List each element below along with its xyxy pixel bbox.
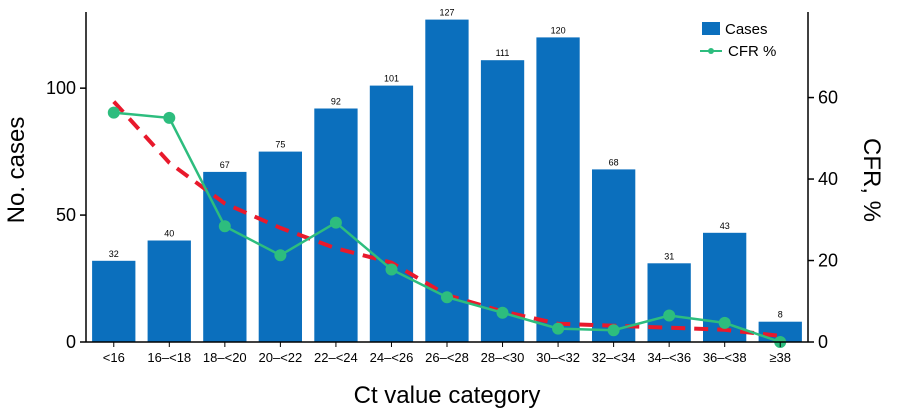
y-tick-label-2: 100 — [46, 78, 76, 98]
legend: Cases CFR % — [700, 21, 776, 60]
legend-cases-swatch — [702, 22, 720, 35]
x-tick-label-7: 28–<30 — [481, 350, 525, 365]
x-tick-label-8: 30–<32 — [536, 350, 580, 365]
bar-label-7: 111 — [496, 48, 510, 58]
legend-cfr-marker — [708, 48, 714, 54]
cfr-point-4 — [329, 216, 342, 229]
y2-tick-label-1: 20 — [818, 251, 838, 271]
bar-label-11: 43 — [720, 221, 730, 231]
y-axis-title: No. cases — [3, 117, 30, 224]
ticks-group: 0 50 100 0 20 40 60 <16 16–<18 18–<20 20–<22 22–<24… — [46, 78, 838, 365]
bar-label-0: 32 — [109, 249, 119, 259]
x-tick-label-11: 36–<38 — [703, 350, 747, 365]
bar-7 — [480, 60, 525, 342]
x-tick-label-4: 22–<24 — [314, 350, 358, 365]
bar-1 — [147, 240, 191, 342]
bar-5 — [369, 85, 414, 342]
y-tick-label-1: 50 — [56, 205, 76, 225]
bar-label-4: 92 — [331, 97, 341, 107]
y-tick-label-0: 0 — [66, 332, 76, 352]
bar-labels-group: 32 40 67 75 92 101 127 111 120 68 31 43 8 — [109, 8, 783, 320]
x-tick-label-1: 16–<18 — [147, 350, 191, 365]
legend-cases-label: Cases — [725, 21, 768, 38]
cfr-point-0 — [107, 106, 120, 119]
legend-cfr-label: CFR % — [728, 43, 776, 60]
bar-label-8: 120 — [551, 25, 566, 35]
cfr-point-9 — [607, 324, 620, 337]
bar-8 — [536, 37, 580, 343]
cfr-point-2 — [218, 220, 231, 233]
bar-12 — [758, 321, 802, 342]
x-tick-label-12: ≥38 — [769, 350, 791, 365]
x-tick-label-5: 24–<26 — [370, 350, 414, 365]
y2-axis-title: CFR, % — [858, 138, 885, 222]
cfr-point-3 — [274, 249, 287, 262]
cfr-point-8 — [552, 322, 565, 335]
cfr-line-group — [107, 106, 787, 348]
x-tick-label-3: 20–<22 — [259, 350, 303, 365]
x-axis-title: Ct value category — [354, 382, 541, 409]
bar-0 — [92, 260, 136, 342]
y2-tick-label-2: 40 — [818, 169, 838, 189]
y2-tick-label-0: 0 — [818, 332, 828, 352]
bar-label-6: 127 — [439, 8, 454, 18]
y2-tick-label-3: 60 — [818, 88, 838, 108]
x-tick-label-0: <16 — [103, 350, 125, 365]
bar-label-10: 31 — [664, 251, 674, 261]
bar-label-3: 75 — [275, 140, 285, 150]
cfr-point-5 — [385, 263, 398, 276]
bar-label-12: 8 — [778, 310, 783, 320]
bar-9 — [592, 169, 636, 342]
x-tick-label-9: 32–<34 — [592, 350, 636, 365]
x-tick-label-2: 18–<20 — [203, 350, 247, 365]
bar-label-2: 67 — [220, 160, 230, 170]
x-tick-label-10: 34–<36 — [647, 350, 691, 365]
bar-label-5: 101 — [384, 74, 399, 84]
cfr-point-10 — [663, 309, 676, 322]
bar-label-9: 68 — [609, 157, 619, 167]
bar-label-1: 40 — [164, 229, 174, 239]
cfr-point-1 — [163, 111, 176, 124]
cfr-point-7 — [496, 306, 509, 319]
x-tick-label-6: 26–<28 — [425, 350, 469, 365]
cfr-point-6 — [441, 291, 453, 304]
cfr-point-11 — [718, 316, 731, 329]
